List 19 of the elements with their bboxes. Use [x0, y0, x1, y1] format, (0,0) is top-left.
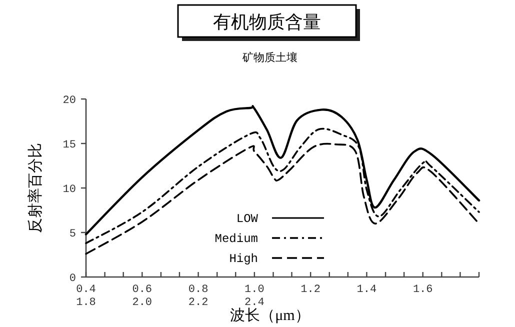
y-tick-label: 15 [62, 140, 76, 152]
y-tick-label: 0 [69, 273, 76, 285]
x-axis-title: 波长（μm） [230, 307, 310, 324]
x-tick-label: 1.0 2.4 [244, 284, 265, 309]
x-tick-label: 1.2 [300, 284, 320, 296]
x-tick-label: 1.6 [412, 284, 433, 296]
chart-subtitle: 矿物质土壤 [242, 51, 298, 64]
y-axis-title: 反射率百分比 [27, 143, 44, 233]
chart-title: 有机物质含量 [213, 12, 321, 32]
y-tick-label: 5 [69, 228, 76, 240]
legend-label: High [229, 252, 258, 266]
x-tick-label: 0.6 2.0 [132, 284, 152, 309]
legend-label: Medium [214, 232, 258, 246]
x-tick-label: 1.4 [356, 284, 378, 296]
y-tick-label: 20 [62, 95, 76, 107]
x-tick-label: 0.8 2.2 [188, 284, 208, 309]
x-tick-label: 0.4 1.8 [76, 284, 96, 309]
y-tick-label: 10 [62, 184, 76, 196]
legend-label: LOW [236, 212, 259, 226]
